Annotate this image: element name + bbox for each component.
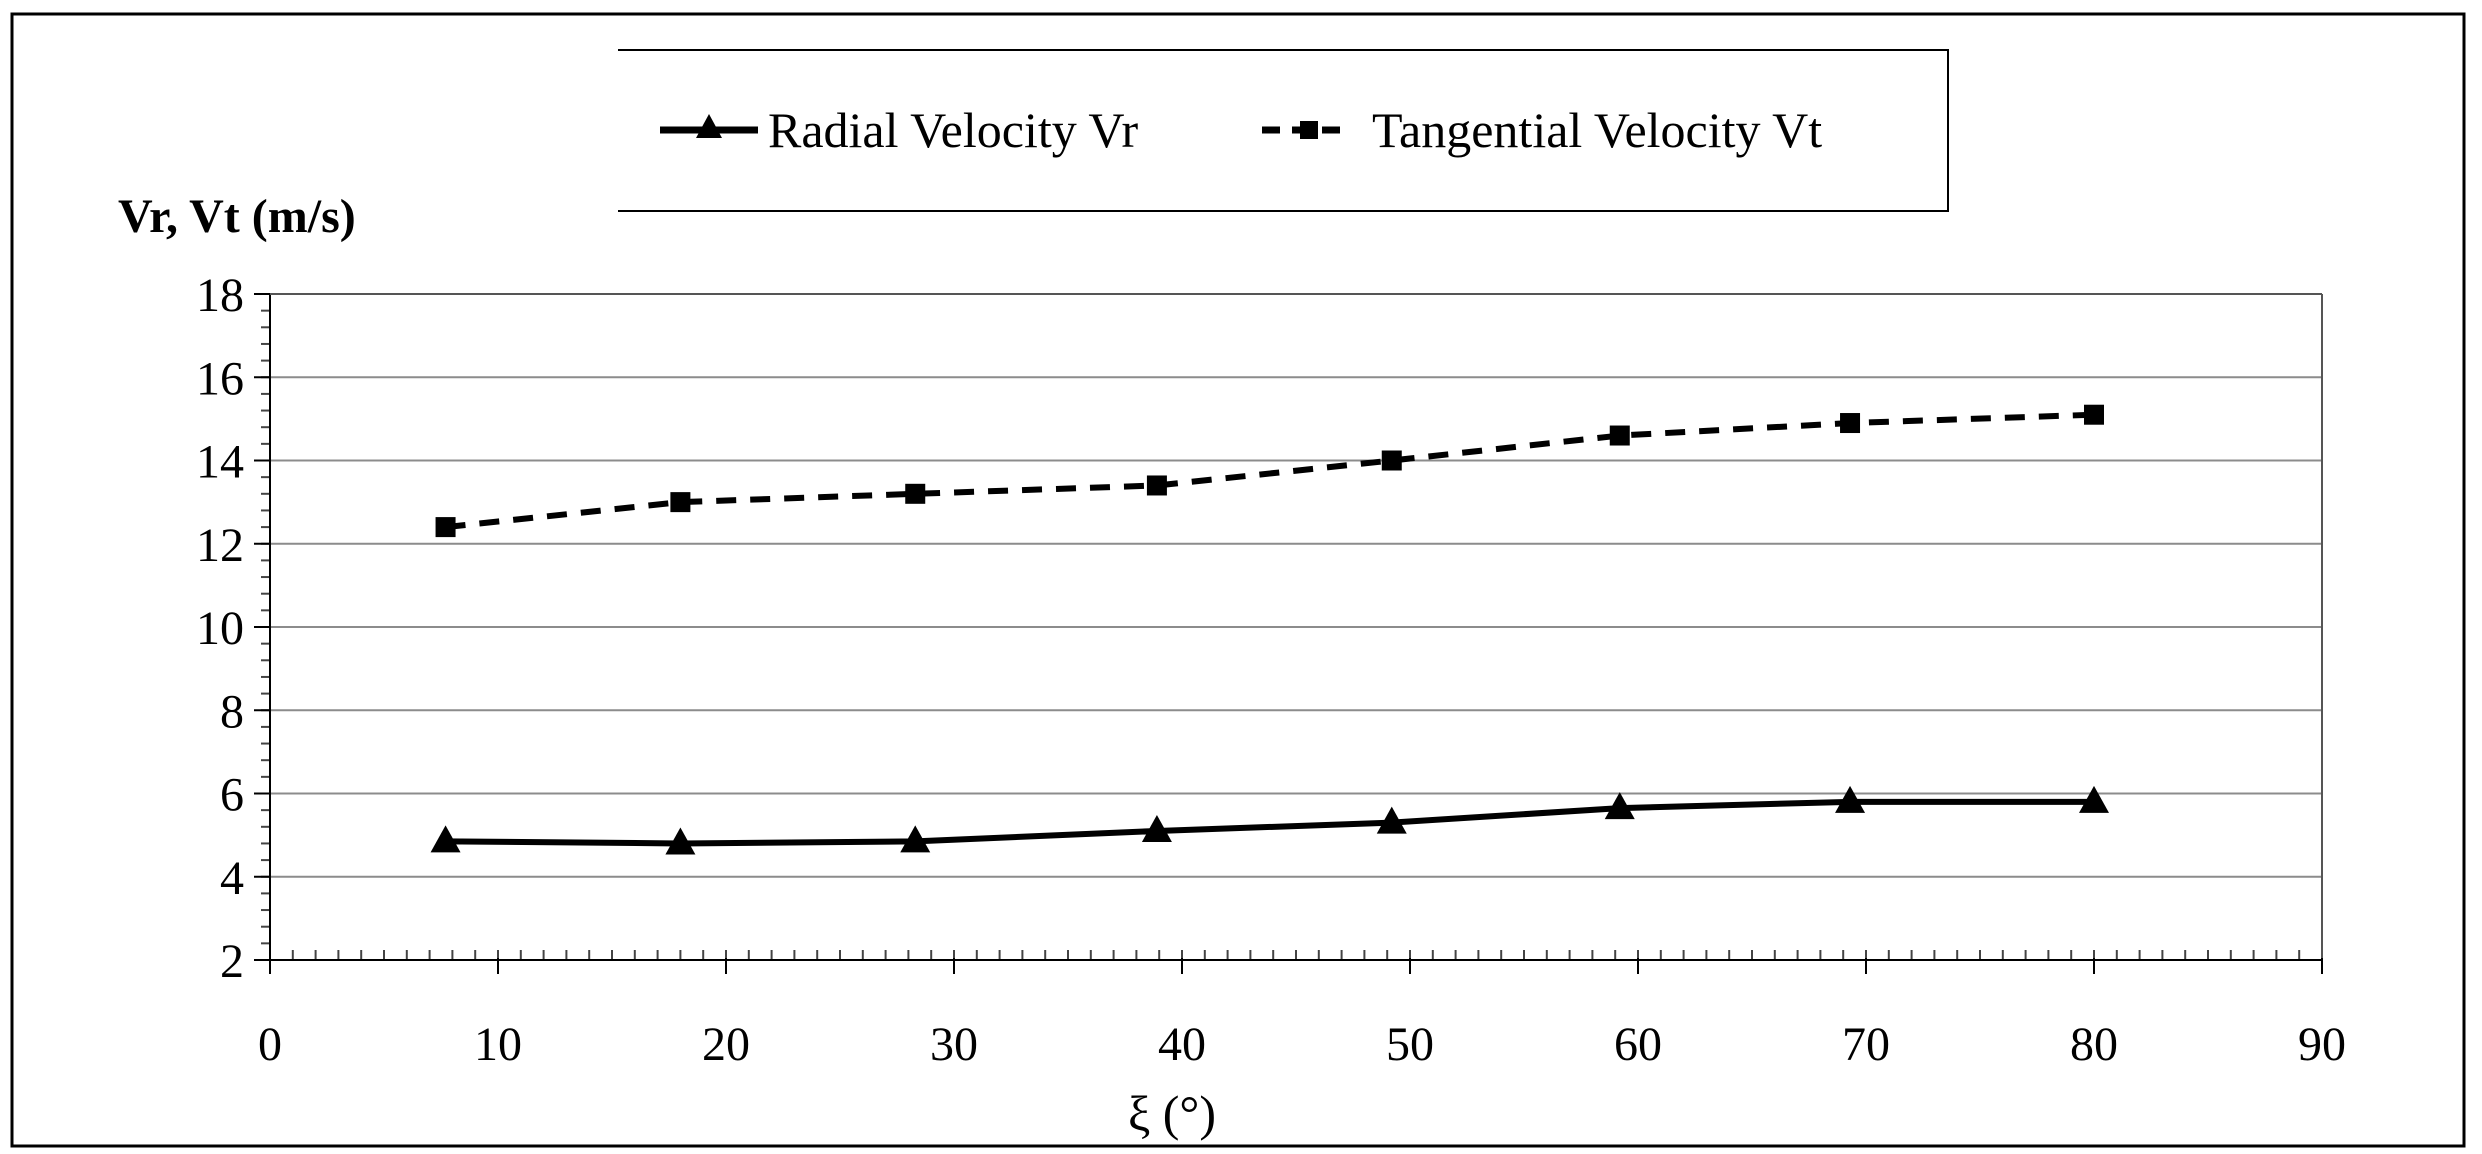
- data-point-radial: [1604, 792, 1635, 820]
- data-point-tangential: [435, 517, 456, 538]
- data-point-radial: [430, 825, 461, 853]
- data-point-radial: [1141, 814, 1172, 842]
- data-point-radial: [665, 827, 696, 855]
- x-tick-label-0: 0: [258, 1018, 282, 1071]
- x-axis-title: ξ (°): [1128, 1085, 1216, 1141]
- data-point-tangential: [1609, 425, 1630, 446]
- y-tick-label-16: 16: [196, 352, 244, 405]
- x-tick-label-30: 30: [930, 1018, 978, 1071]
- data-point-tangential: [1381, 450, 1402, 471]
- chart-frame: [10, 12, 2466, 1148]
- y-axis-ticks: 2 4 6 8 10 12 14 16 18: [196, 269, 270, 988]
- data-point-radial: [2079, 785, 2109, 813]
- legend-label-tangential: Tangential Velocity Vt: [1372, 102, 1822, 158]
- data-point-tangential: [1146, 475, 1167, 496]
- data-point-radial: [900, 825, 931, 853]
- series-line-radial: [445, 798, 2094, 847]
- legend-marker-triangle-icon: [696, 114, 722, 138]
- legend-marker-square-icon: [1300, 121, 1318, 139]
- x-tick-label-70: 70: [1842, 1018, 1890, 1071]
- y-tick-label-10: 10: [196, 602, 244, 655]
- legend-label-radial: Radial Velocity Vr: [768, 102, 1138, 158]
- legend-box: [618, 49, 1949, 212]
- y-axis-title: Vr, Vt (m/s): [118, 190, 356, 243]
- minor-ticks: [261, 293, 2323, 961]
- data-point-tangential: [2084, 404, 2104, 425]
- x-tick-label-90: 90: [2298, 1018, 2346, 1071]
- series-line-tangential: [445, 411, 2095, 531]
- series-layer: [430, 404, 2109, 855]
- y-tick-label-4: 4: [220, 852, 244, 905]
- y-tick-label-8: 8: [220, 685, 244, 738]
- data-point-radial: [1835, 785, 1866, 813]
- y-tick-label-12: 12: [196, 519, 244, 572]
- gridlines: [270, 293, 2322, 878]
- data-point-tangential: [905, 483, 926, 504]
- x-tick-label-60: 60: [1614, 1018, 1662, 1071]
- legend: Radial Velocity Vr Tangential Velocity V…: [618, 49, 1949, 212]
- y-tick-label-6: 6: [220, 769, 244, 822]
- x-tick-label-20: 20: [702, 1018, 750, 1071]
- y-tick-label-2: 2: [220, 935, 244, 988]
- x-tick-label-80: 80: [2070, 1018, 2118, 1071]
- x-axis-ticks: 0 10 20 30 40 50 60 70 80 90: [258, 958, 2346, 1071]
- x-tick-label-10: 10: [474, 1018, 522, 1071]
- y-tick-label-18: 18: [196, 269, 244, 322]
- x-tick-label-40: 40: [1158, 1018, 1206, 1071]
- x-tick-label-50: 50: [1386, 1018, 1434, 1071]
- data-point-radial: [1376, 806, 1407, 834]
- data-point-tangential: [1840, 413, 1861, 434]
- y-tick-label-14: 14: [196, 436, 244, 489]
- data-point-tangential: [670, 492, 691, 513]
